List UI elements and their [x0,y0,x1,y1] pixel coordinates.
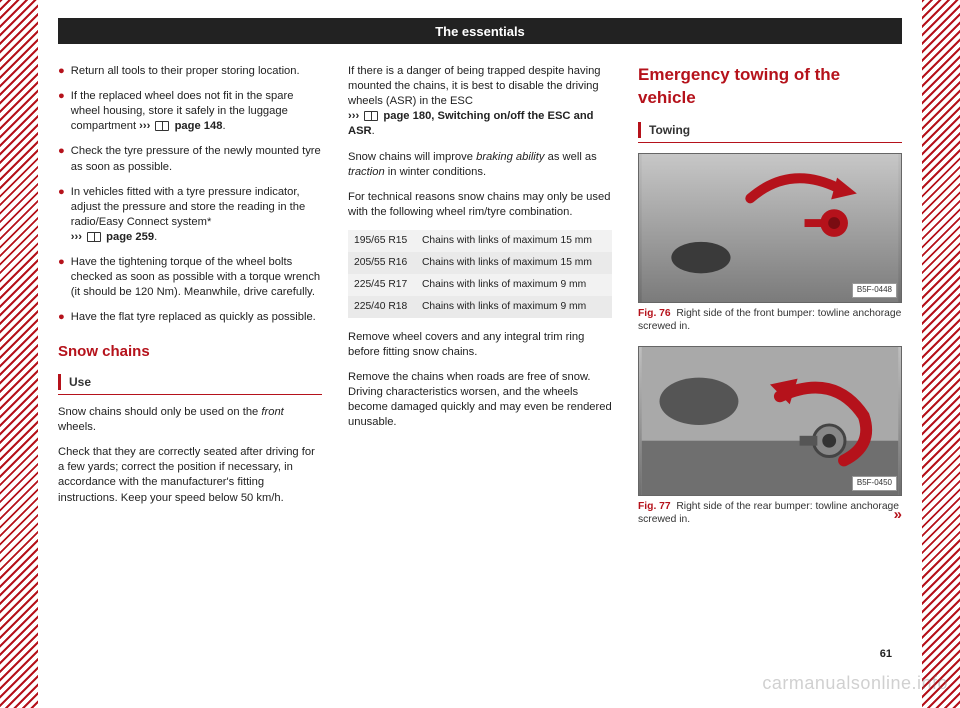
continuation-icon: » [894,505,902,525]
section-title-emergency-towing: Emergency towing of the vehicle [638,64,902,110]
figure-caption: Fig. 76 Right side of the front bumper: … [638,307,902,334]
bullet-text: Return all tools to their proper storing… [71,64,322,79]
hatch-right [922,0,960,708]
book-icon [155,121,169,131]
paragraph: Remove the chains when roads are free of… [348,370,612,430]
figure-front-bumper: B5F-0448 [638,153,902,303]
sub-heading-towing: Towing [638,122,902,138]
paragraph: Snow chains will improve braking ability… [348,150,612,180]
chains-table: 195/65 R15Chains with links of maximum 1… [348,230,612,318]
sub-heading-use: Use [58,374,322,390]
paragraph: Snow chains should only be used on the f… [58,405,322,435]
bullet-text: Have the flat tyre replaced as quickly a… [71,310,322,325]
bullet-text: Have the tightening torque of the wheel … [71,255,322,300]
column-3: Emergency towing of the vehicle Towing [638,28,902,670]
figure-caption-text: Right side of the front bumper: towline … [638,308,901,332]
figure-tag: B5F-0448 [852,283,897,298]
table-row: 205/55 R16Chains with links of maximum 1… [348,252,612,274]
table-row: 225/45 R17Chains with links of maximum 9… [348,274,612,296]
rule [638,142,902,143]
figure-wrap: B5F-0450 Fig. 77 Right side of the rear … [638,346,902,527]
table-cell: Chains with links of maximum 15 mm [416,252,612,274]
table-cell: Chains with links of maximum 15 mm [416,230,612,252]
section-title-snow-chains: Snow chains [58,342,322,362]
bullet-dot-icon: ● [58,89,65,134]
figure-svg [639,347,901,495]
column-1: ● Return all tools to their proper storin… [58,28,322,670]
page-number: 61 [880,647,892,662]
paragraph: If there is a danger of being trapped de… [348,64,612,140]
table-cell: Chains with links of maximum 9 mm [416,274,612,296]
table-row: 225/40 R18Chains with links of maximum 9… [348,296,612,318]
paragraph: For technical reasons snow chains may on… [348,190,612,220]
table-cell: 195/65 R15 [348,230,416,252]
bullet-dot-icon: ● [58,255,65,300]
emphasis: braking ability [476,151,544,163]
bullet-item: ●Have the tightening torque of the wheel… [58,255,322,300]
bullet-dot-icon: ● [58,64,65,79]
bullet-item: ●Check the tyre pressure of the newly mo… [58,144,322,174]
emphasis: traction [348,166,385,178]
column-2: If there is a danger of being trapped de… [348,28,612,670]
paragraph: Remove wheel covers and any integral tri… [348,330,612,360]
figure-tag: B5F-0450 [852,476,897,491]
book-icon [364,111,378,121]
bullet-item: ●In vehicles fitted with a tyre pressure… [58,185,322,245]
book-icon [87,232,101,242]
table-row: 195/65 R15Chains with links of maximum 1… [348,230,612,252]
page-content: ● Return all tools to their proper storin… [58,28,902,670]
bullet-text: In vehicles fitted with a tyre pressure … [71,185,322,245]
figure-caption-text: Right side of the rear bumper: towline a… [638,501,899,525]
figure-label: Fig. 76 [638,308,671,319]
table-cell: 205/55 R16 [348,252,416,274]
table-cell: 225/40 R18 [348,296,416,318]
bullet-dot-icon: ● [58,144,65,174]
bullet-item: ● Return all tools to their proper storin… [58,64,322,79]
bullet-text: If the replaced wheel does not fit in th… [71,89,322,134]
bullet-text: Check the tyre pressure of the newly mou… [71,144,322,174]
table-cell: Chains with links of maximum 9 mm [416,296,612,318]
watermark: carmanualsonline.info [762,673,948,694]
bullet-item: ●If the replaced wheel does not fit in t… [58,89,322,134]
hatch-left [0,0,38,708]
table-cell: 225/45 R17 [348,274,416,296]
figure-svg [639,154,901,302]
bullet-dot-icon: ● [58,310,65,325]
rule [58,394,322,395]
figure-rear-bumper: B5F-0450 [638,346,902,496]
bullet-dot-icon: ● [58,185,65,245]
figure-label: Fig. 77 [638,501,671,512]
bullet-item: ● Have the flat tyre replaced as quickly … [58,310,322,325]
paragraph: Check that they are correctly seated aft… [58,445,322,505]
figure-caption: Fig. 77 Right side of the rear bumper: t… [638,500,902,527]
